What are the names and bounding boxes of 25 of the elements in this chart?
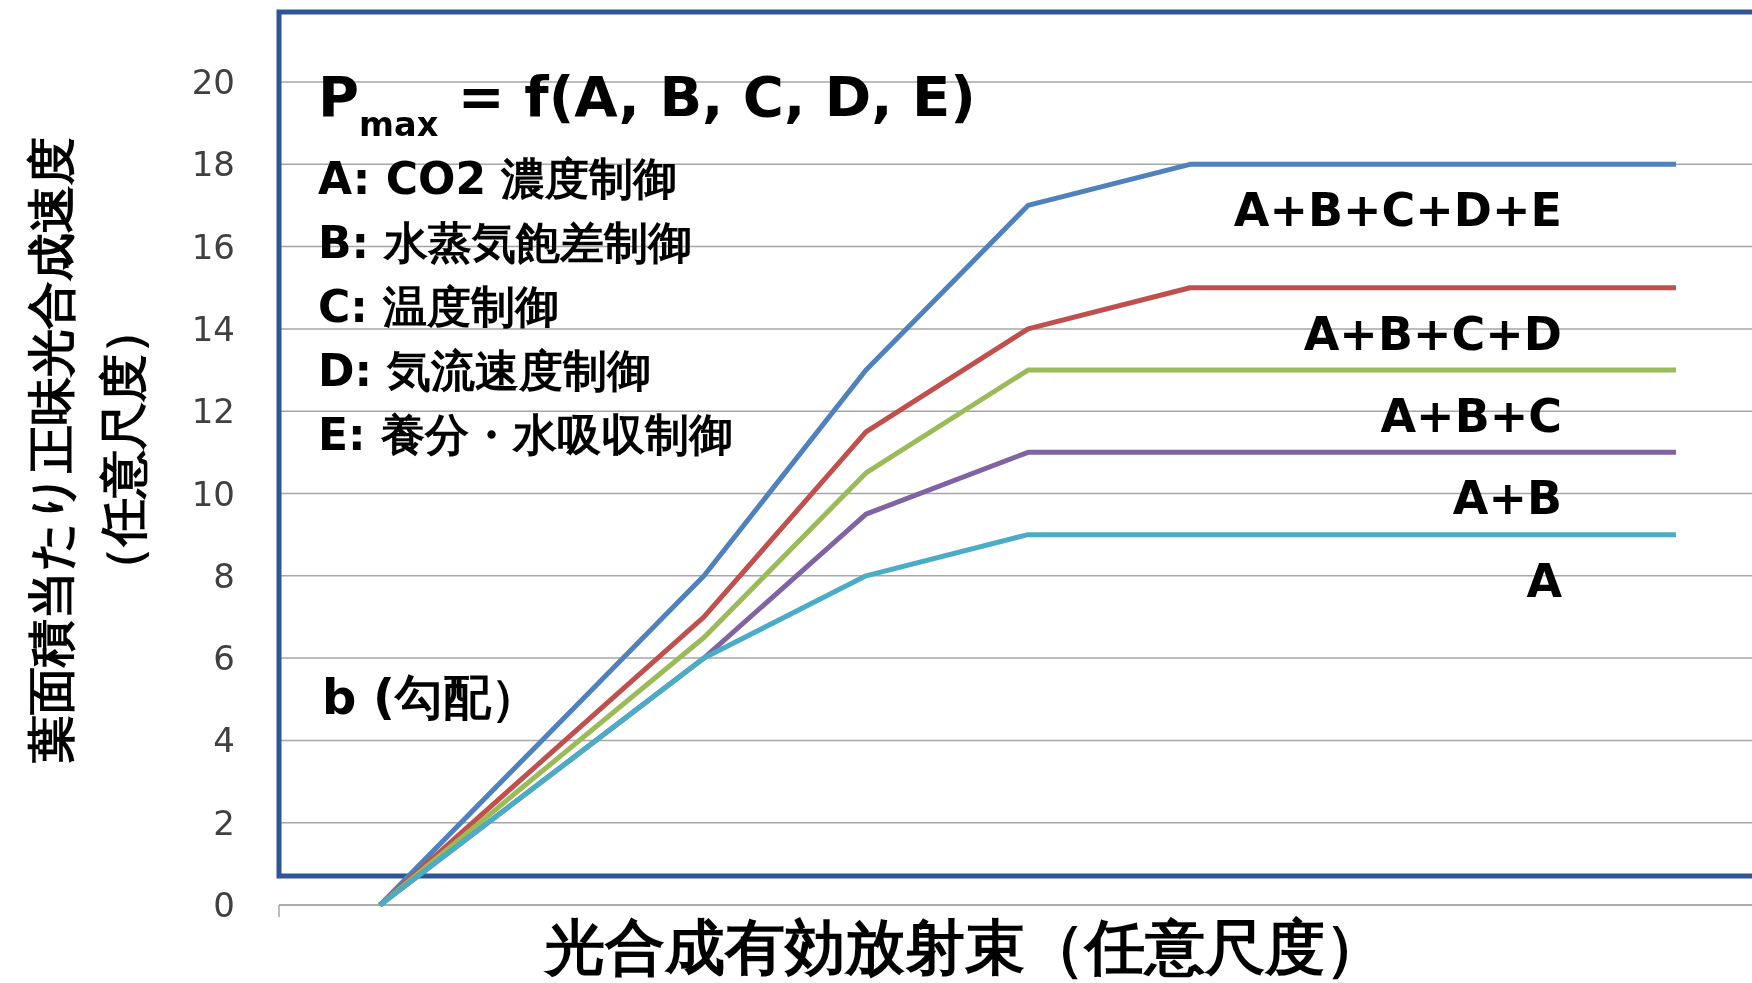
y-tick-label: 18 (191, 144, 235, 185)
y-axis-title: 葉面積当たり正味光合成速度（任意尺度） (23, 137, 151, 763)
annotation: E: 養分・水吸収制御 (318, 409, 733, 460)
annotation: A: CO2 濃度制御 (318, 153, 678, 204)
y-tick-label: 16 (191, 226, 235, 267)
y-tick-label: 14 (191, 308, 235, 349)
series-label: A+B+C+D (1303, 306, 1562, 361)
series-label: A+B (1452, 471, 1562, 526)
y-tick-label: 2 (213, 802, 235, 843)
annotation: P$_{max}$ = f(A, B, C, D, E) (318, 64, 976, 144)
series-label: A (1526, 553, 1563, 608)
series-label: A+B+C+D+E (1233, 183, 1562, 238)
y-tick-label: 20 (191, 62, 235, 102)
y-tick-label: 12 (191, 391, 235, 432)
annotation: D: 気流速度制御 (318, 345, 652, 396)
series-label: A+B+C (1380, 389, 1562, 444)
y-tick-label: 4 (213, 720, 235, 761)
y-tick-label: 6 (213, 638, 235, 679)
y-tick-label: 0 (213, 885, 235, 925)
annotation: B: 水蒸気飽差制御 (318, 217, 693, 268)
annotation: b (勾配） (322, 669, 540, 725)
x-axis-title: 光合成有効放射束（任意尺度） (543, 912, 1385, 982)
y-tick-label: 8 (213, 555, 235, 596)
annotation: C: 温度制御 (318, 281, 560, 332)
y-tick-label: 10 (191, 473, 235, 514)
